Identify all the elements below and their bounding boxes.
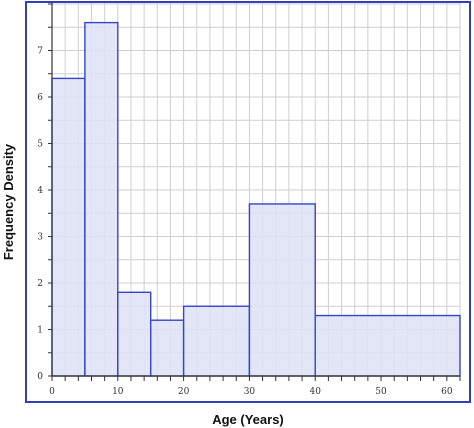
axes (48, 2, 461, 381)
histogram-bar (117, 291, 152, 377)
x-axis-title: Age (Years) (212, 412, 284, 427)
y-axis-title: Frequency Density (1, 143, 16, 260)
y-tick-label: 4 (37, 186, 43, 196)
x-tick-label: 40 (309, 387, 321, 397)
x-tick-label: 20 (178, 387, 190, 397)
histogram-bar (182, 305, 251, 377)
histogram-bar (51, 77, 86, 377)
histogram-bar (150, 319, 185, 377)
x-tick-label: 50 (375, 387, 387, 397)
y-tick-label: 1 (37, 326, 43, 336)
tick-labels: 0 10 20 30 40 50 60 0 1 2 3 4 5 6 7 (37, 47, 453, 398)
y-tick-label: 7 (37, 47, 43, 57)
y-tick-label: 3 (37, 233, 43, 243)
histogram-bar (84, 21, 119, 377)
plot-frame (25, 1, 471, 403)
histogram-bar (314, 314, 461, 377)
y-tick-label: 0 (37, 372, 43, 382)
x-tick-label: 0 (49, 387, 55, 397)
histogram-bar (248, 203, 316, 377)
histogram-bars (51, 21, 461, 377)
x-tick-label: 10 (112, 387, 124, 397)
x-tick-label: 60 (441, 387, 453, 397)
x-tick-label: 30 (244, 387, 256, 397)
y-tick-label: 2 (37, 279, 43, 289)
y-tick-label: 6 (37, 93, 43, 103)
y-tick-label: 5 (37, 140, 43, 150)
